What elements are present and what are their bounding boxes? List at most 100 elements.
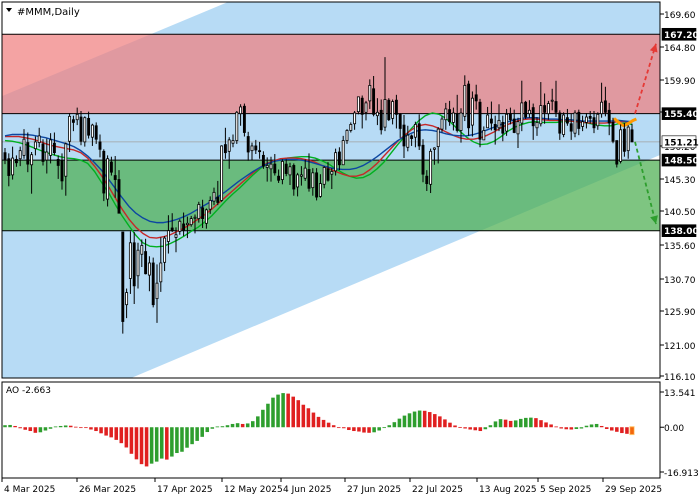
candle-body <box>474 94 478 102</box>
candle-body <box>558 112 562 134</box>
ao-bar <box>574 427 579 430</box>
candle-body <box>383 99 387 128</box>
candle-body <box>239 106 243 115</box>
x-tick-label: 27 Jun 2025 <box>347 485 401 495</box>
candle-body <box>64 143 68 177</box>
candle-body <box>527 109 531 115</box>
ao-bar <box>53 426 58 428</box>
candle-body <box>421 144 425 175</box>
ao-bar <box>589 424 594 428</box>
ao-bar <box>508 420 513 428</box>
candle-body <box>227 139 231 152</box>
ao-bar <box>205 427 210 433</box>
ao-bar <box>463 427 467 429</box>
x-tick-label: 22 Jul 2025 <box>412 485 463 495</box>
moving-average-3 <box>4 116 633 224</box>
level-tag-bg <box>661 224 697 237</box>
candle-body <box>478 101 482 140</box>
candle-body <box>212 191 216 202</box>
ao-bar <box>276 394 280 428</box>
ao-bar <box>331 425 336 428</box>
ao-bar <box>524 417 528 428</box>
candle-body <box>178 220 182 232</box>
candle-body <box>269 163 273 170</box>
candle-body <box>375 111 379 117</box>
ao-bar <box>200 427 204 437</box>
ao-bar <box>342 427 346 429</box>
ao-bar <box>493 421 498 428</box>
ao-bar <box>473 427 478 431</box>
candle-body <box>144 251 148 275</box>
ao-bar <box>402 415 407 428</box>
ao-bar <box>347 427 351 431</box>
ao-bar <box>407 413 412 428</box>
candle-body <box>174 234 178 238</box>
ao-bar <box>377 427 381 431</box>
candle-body <box>147 262 151 276</box>
ao-bar <box>321 419 326 428</box>
candle-body <box>246 136 250 153</box>
ao-bar <box>569 427 574 430</box>
candle-body <box>417 123 421 147</box>
ao-bar <box>352 427 356 432</box>
ao-bar <box>579 427 584 429</box>
level-tag-label: 148.50 <box>664 157 699 167</box>
candle-body <box>41 143 45 162</box>
ao-bar <box>134 427 139 460</box>
y-tick-label: 145.30 <box>664 176 696 186</box>
forecast-up-arrow <box>634 43 657 114</box>
level-tag-bg <box>661 27 697 41</box>
candle-body <box>45 151 49 161</box>
ao-bar <box>23 427 27 430</box>
candle-body <box>520 102 524 124</box>
candle-body <box>626 126 630 152</box>
ao-bar <box>539 420 543 428</box>
ao-bar <box>438 416 442 428</box>
candle-body <box>505 113 509 132</box>
candle-body <box>322 167 326 185</box>
candle-body <box>280 161 284 180</box>
ao-bar <box>372 427 376 433</box>
ao-bar <box>584 425 589 428</box>
candle-body <box>311 172 315 189</box>
ao-bar <box>281 393 285 428</box>
candle-body <box>489 118 493 124</box>
main-clipped <box>2 2 660 378</box>
ao-bar <box>291 396 295 428</box>
ao-bar <box>159 427 164 459</box>
ao-bar <box>620 427 624 434</box>
candle-body <box>121 231 125 322</box>
ao-bar <box>104 427 108 436</box>
candle-body <box>406 134 410 148</box>
ao-bar <box>68 425 73 428</box>
ao-bar <box>154 427 159 462</box>
ao-bar <box>610 427 614 431</box>
candle-body <box>261 154 265 167</box>
candle-body <box>459 112 463 131</box>
candle-body <box>565 117 569 124</box>
ao-bar <box>448 422 452 428</box>
candle-body <box>584 116 588 123</box>
ao-plot-border <box>1 381 661 479</box>
level-tag-label: 155.40 <box>664 110 699 120</box>
symbol-label: #MMM,Daily <box>17 7 80 18</box>
ao-bar <box>3 425 7 428</box>
ao-bar <box>256 416 260 428</box>
candle-body <box>30 154 34 166</box>
candle-body <box>155 282 159 300</box>
ao-bar <box>250 421 255 428</box>
candle-body <box>387 99 391 121</box>
candle-body <box>258 150 262 153</box>
y-tick-label: 135.60 <box>664 242 696 252</box>
candle-body <box>463 85 467 117</box>
candle-body <box>231 140 235 144</box>
candle-body <box>128 242 132 279</box>
candle-body <box>273 163 277 174</box>
x-tick-label: 26 Mar 2025 <box>79 485 136 495</box>
ao-bar <box>84 427 88 429</box>
candle-body <box>432 147 436 150</box>
y-tick-label: 169.60 <box>664 11 696 21</box>
candle-body <box>588 115 592 119</box>
candle-body <box>615 140 619 165</box>
